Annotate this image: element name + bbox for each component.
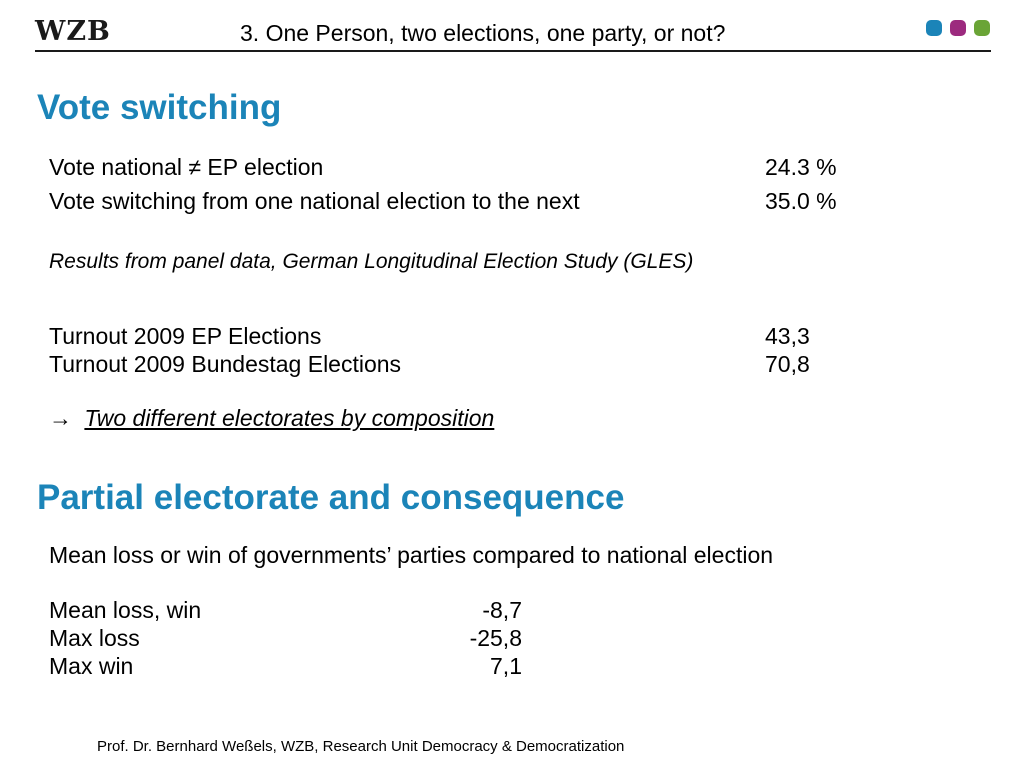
row-label-vote-switching: Vote switching from one national electio…	[49, 188, 580, 214]
wzb-logo: WZB	[35, 16, 111, 47]
stat-label-max-loss: Max loss	[49, 625, 140, 651]
turnout-value-ep: 43,3	[765, 323, 810, 349]
stat-value-mean: -8,7	[482, 597, 522, 623]
green-dot-icon	[974, 20, 990, 36]
blue-dot-icon	[926, 20, 942, 36]
turnout-value-bundestag: 70,8	[765, 351, 810, 377]
turnout-label-bundestag: Turnout 2009 Bundestag Elections	[49, 351, 402, 377]
section-title-vote-switching: Vote switching	[37, 88, 282, 127]
row-label-vote-national: Vote national ≠ EP election	[49, 154, 324, 180]
section-title-partial-electorate: Partial electorate and consequence	[37, 478, 625, 517]
stat-label-max-win: Max win	[49, 653, 134, 679]
arrow-right-icon: →	[49, 405, 72, 431]
purple-dot-icon	[950, 20, 966, 36]
stat-label-mean: Mean loss, win	[49, 597, 202, 623]
stat-value-max-loss: -25,8	[469, 625, 522, 651]
mean-loss-intro: Mean loss or win of governments’ parties…	[49, 542, 774, 568]
row-value-vote-national: 24.3 %	[765, 154, 837, 180]
source-note: Results from panel data, German Longitud…	[49, 250, 694, 273]
conclusion-line: → Two different electorates by compositi…	[49, 404, 494, 432]
conclusion-text: Two different electorates by composition	[84, 405, 495, 431]
stat-value-max-win: 7,1	[490, 653, 522, 679]
row-value-vote-switching: 35.0 %	[765, 188, 837, 214]
header-divider	[35, 50, 991, 52]
slide-header-title: 3. One Person, two elections, one party,…	[240, 20, 726, 46]
turnout-label-ep: Turnout 2009 EP Elections	[49, 323, 322, 349]
footer-credit: Prof. Dr. Bernhard Weßels, WZB, Research…	[97, 738, 625, 755]
